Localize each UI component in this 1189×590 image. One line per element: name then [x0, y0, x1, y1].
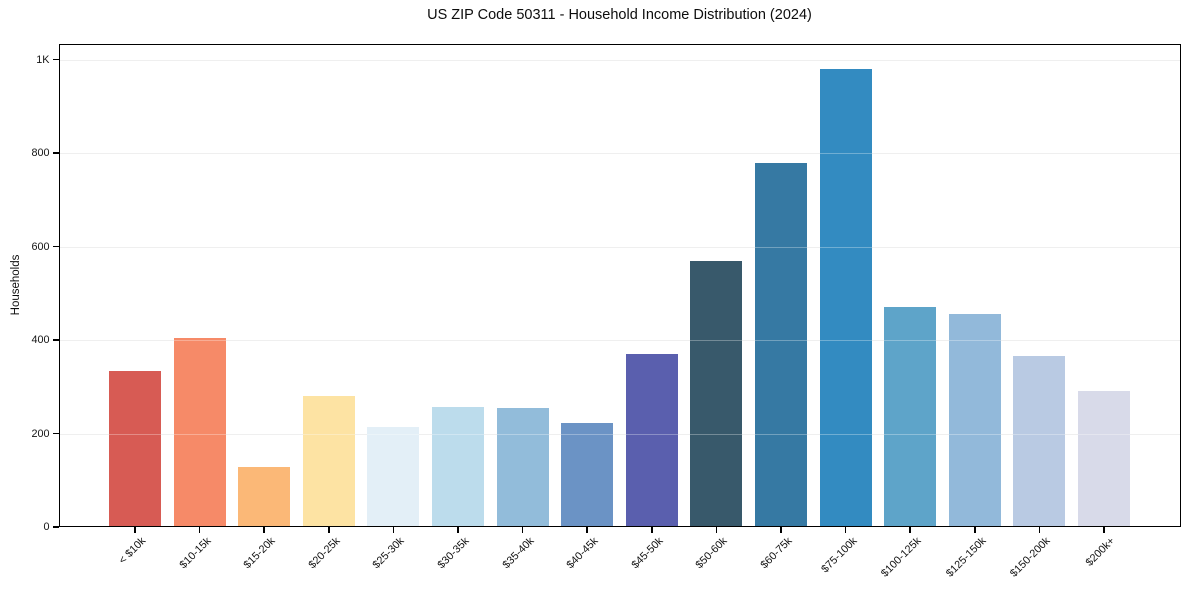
bar-13-100-125k	[884, 306, 937, 527]
bar-10-50-60k	[690, 261, 743, 527]
gridline-400	[58, 340, 1181, 342]
x-tick-label-text: $200k+	[1083, 535, 1118, 569]
y-tick-label-800: 800	[31, 147, 50, 159]
x-tick-label-text: $15-20k	[241, 535, 278, 572]
bar-2-10-15k	[173, 337, 226, 527]
gridline-200	[58, 433, 1181, 435]
x-tick-15-150-200k	[1038, 527, 1041, 533]
bar-11-60-75k	[755, 162, 807, 527]
x-tick-label-text: $60-75k	[758, 535, 795, 572]
bar-16-200k	[1078, 391, 1130, 527]
x-tick-label-text: $100-125k	[879, 535, 924, 580]
bar-7-35-40k	[496, 407, 549, 527]
x-tick-10-50-60k	[715, 527, 718, 533]
x-tick-label-text: $40-45k	[564, 535, 601, 572]
chart-title: US ZIP Code 50311 - Household Income Dis…	[427, 7, 812, 23]
x-tick-label-text: $25-30k	[370, 535, 407, 572]
bar-1-10k	[109, 370, 161, 527]
x-tick-label-text: $125-150k	[943, 535, 989, 580]
x-tick-13-100-125k	[909, 527, 912, 533]
bar-8-40-45k	[561, 422, 614, 527]
x-tick-5-25-30k	[392, 527, 395, 533]
bar-12-75-100k	[819, 68, 872, 527]
x-tick-label-text: < $10k	[116, 535, 149, 567]
x-tick-label-text: $35-40k	[499, 535, 537, 572]
x-tick-label-text: $45-50k	[629, 535, 666, 572]
x-tick-label-text: $50-60k	[693, 535, 730, 572]
x-tick-label-text: $150-200k	[1008, 535, 1053, 580]
x-tick-label-text: $30-35k	[435, 535, 472, 572]
gridline-overlay-200	[58, 433, 1181, 435]
bar-3-15-20k	[238, 466, 291, 527]
gridline-overlay-400	[58, 340, 1181, 342]
x-tick-7-35-40k	[521, 527, 524, 533]
bar-6-30-35k	[432, 407, 484, 527]
x-tick-14-125-150k	[973, 527, 976, 533]
y-tick-label-0: 0	[43, 521, 50, 533]
y-axis-label: Households	[10, 254, 22, 316]
x-tick-6-30-35k	[457, 527, 459, 533]
bar-5-25-30k	[367, 426, 420, 527]
y-tick-1000	[53, 58, 59, 61]
x-tick-11-60-75k	[780, 527, 782, 533]
y-tick-600	[53, 245, 59, 248]
x-tick-3-15-20k	[263, 527, 266, 533]
x-tick-2-10-15k	[198, 527, 201, 533]
gridline-overlay-600	[58, 246, 1181, 248]
y-tick-label-1000: 1K	[36, 53, 50, 66]
x-tick-label-text: $75-100k	[818, 535, 860, 576]
x-tick-16-200k	[1103, 527, 1105, 533]
bar-4-20-25k	[302, 395, 355, 527]
x-tick-4-20-25k	[327, 527, 330, 533]
bar-15-150-200k	[1013, 355, 1066, 527]
y-tick-200	[53, 432, 59, 435]
gridline-600	[58, 246, 1181, 248]
x-tick-label-text: $10-15k	[176, 535, 214, 572]
x-tick-8-40-45k	[586, 527, 589, 533]
x-tick-1-10k	[134, 527, 136, 533]
gridline-overlay-1000	[58, 59, 1181, 61]
bar-9-45-50k	[625, 354, 678, 527]
y-tick-0	[53, 526, 59, 528]
x-tick-9-45-50k	[650, 527, 653, 533]
x-tick-12-75-100k	[844, 527, 847, 533]
x-tick-label-text: $20-25k	[306, 535, 343, 572]
gridline-800	[58, 153, 1181, 155]
y-tick-label-600: 600	[31, 240, 50, 253]
y-tick-label-200: 200	[31, 427, 50, 440]
y-tick-800	[53, 152, 59, 154]
y-tick-400	[53, 339, 59, 341]
y-tick-label-400: 400	[31, 334, 50, 346]
gridline-overlay-800	[58, 153, 1181, 155]
bar-14-125-150k	[948, 314, 1001, 527]
gridline-1000	[58, 59, 1181, 61]
